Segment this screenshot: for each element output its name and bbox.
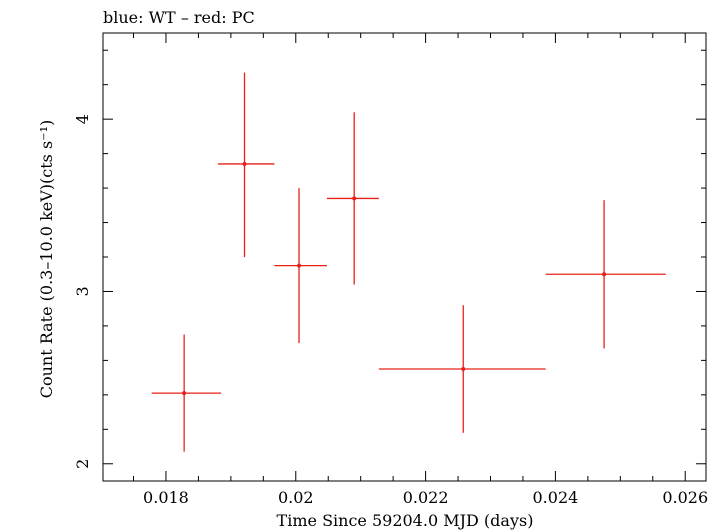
- y-axis-label: Count Rate (0.3–10.0 keV)(cts s⁻¹): [37, 120, 56, 399]
- data-marker: [242, 161, 247, 166]
- y-tick-label: 2: [73, 459, 92, 469]
- data-marker: [352, 196, 357, 201]
- data-point: [274, 188, 327, 344]
- data-point: [151, 334, 222, 452]
- x-axis: 0.018 0.02 0.022 0.024 0.026: [133, 33, 708, 507]
- x-tick-label: 0.024: [533, 488, 579, 507]
- y-tick-label: 4: [73, 114, 92, 124]
- data-marker: [461, 367, 466, 371]
- x-axis-label: Time Since 59204.0 MJD (days): [277, 511, 534, 530]
- data-point: [326, 112, 379, 285]
- data-series-pc: [151, 72, 666, 452]
- data-point: [378, 305, 546, 433]
- data-point: [545, 200, 666, 349]
- data-marker: [182, 391, 187, 396]
- plot-frame: [102, 32, 707, 482]
- x-tick-label: 0.018: [143, 488, 189, 507]
- x-tick-label: 0.022: [403, 488, 449, 507]
- chart-title: blue: WT – red: PC: [103, 8, 255, 27]
- data-marker: [602, 272, 607, 277]
- data-marker: [297, 263, 302, 268]
- y-tick-label: 3: [73, 286, 92, 296]
- x-tick-label: 0.02: [278, 488, 314, 507]
- data-point: [217, 72, 275, 257]
- y-axis: 2 3 4: [73, 49, 706, 469]
- x-tick-label: 0.026: [662, 488, 708, 507]
